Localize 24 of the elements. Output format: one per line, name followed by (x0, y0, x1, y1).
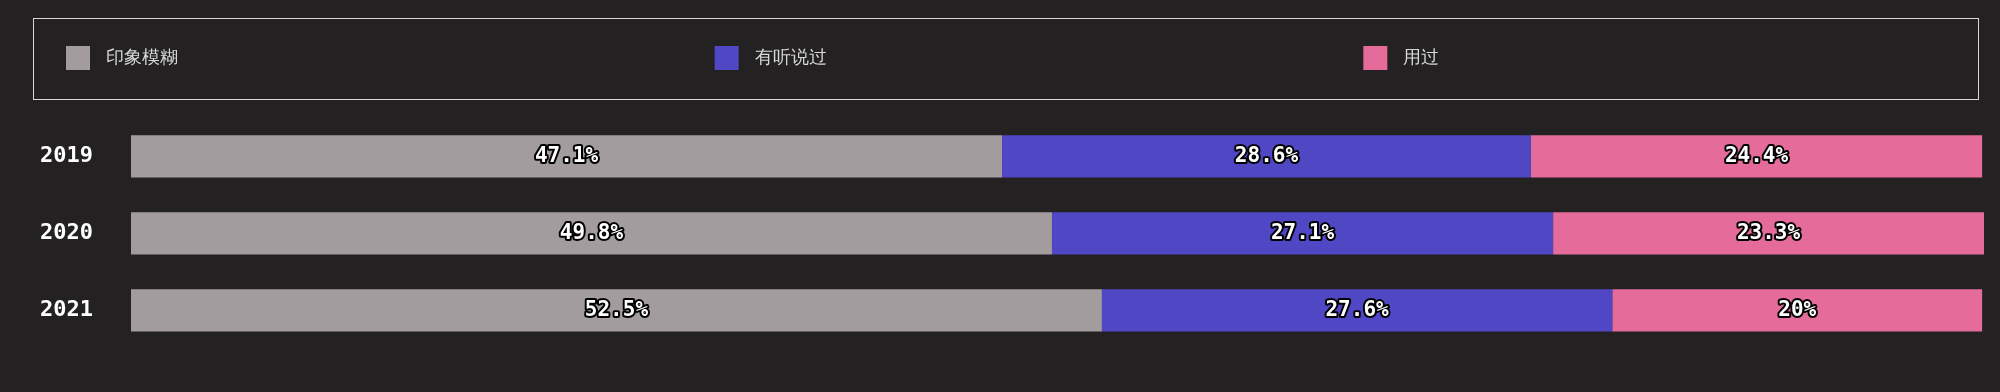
bar (1051, 212, 1554, 255)
data-label: 24.4% (1724, 142, 1789, 167)
y-tick-label: 2020 (40, 219, 93, 245)
y-tick-label: 2021 (40, 296, 93, 322)
bar (130, 135, 1003, 178)
data-label: 28.6% (1234, 142, 1299, 167)
bar (130, 212, 1052, 255)
data-label: 47.1% (534, 142, 599, 167)
data-label: 52.5% (584, 296, 649, 321)
data-label: 23.3% (1736, 219, 1801, 244)
y-tick-label: 2019 (40, 142, 93, 168)
legend-label: 用过 (1403, 45, 1440, 67)
data-label: 27.1% (1270, 219, 1335, 244)
legend-label: 印象模糊 (106, 45, 178, 67)
data-label: 27.6% (1325, 296, 1390, 321)
bar (130, 289, 1102, 332)
bar (1553, 212, 1984, 255)
bar (1002, 135, 1531, 178)
data-label: 20% (1778, 296, 1817, 321)
bar (1101, 289, 1613, 332)
data-label: 49.8% (559, 219, 624, 244)
bar (1612, 289, 1983, 332)
legend-label: 有听说过 (754, 45, 827, 67)
bar (1530, 135, 1983, 178)
